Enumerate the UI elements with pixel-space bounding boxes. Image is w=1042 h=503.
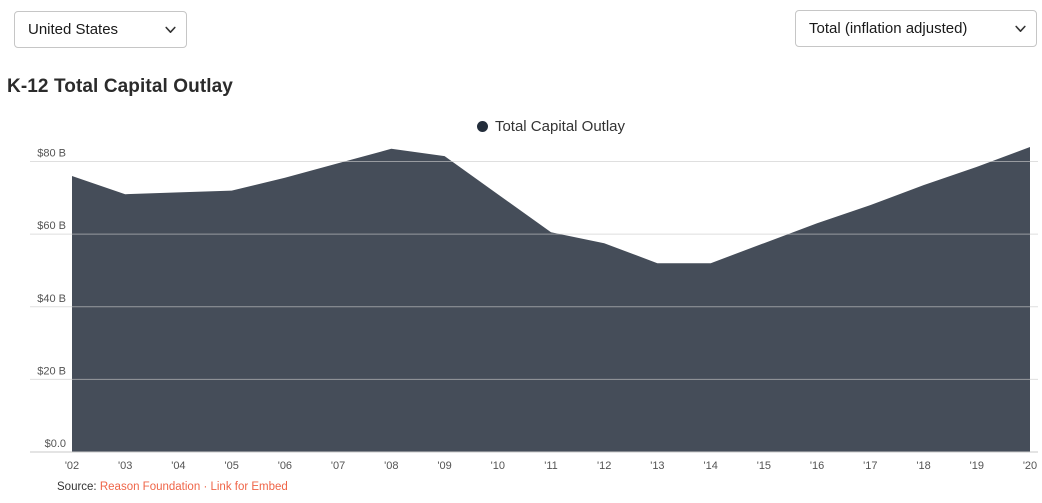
x-tick-label: '09	[437, 460, 451, 472]
x-tick-label: '12	[597, 460, 611, 472]
x-tick-label: '07	[331, 460, 345, 472]
x-tick-label: '05	[225, 460, 239, 472]
x-tick-label: '17	[863, 460, 877, 472]
source-separator: ·	[203, 481, 208, 493]
page-title: K-12 Total Capital Outlay	[7, 76, 233, 97]
x-tick-label: '04	[171, 460, 185, 472]
y-tick-label: $80 B	[37, 148, 66, 160]
metric-select-wrap: Total (inflation adjusted)	[795, 10, 1037, 47]
chart-legend: Total Capital Outlay	[72, 116, 1030, 137]
region-select-wrap: United States	[14, 11, 187, 48]
x-tick-label: '02	[65, 460, 79, 472]
x-tick-label: '03	[118, 460, 132, 472]
metric-select[interactable]: Total (inflation adjusted)	[795, 10, 1037, 47]
legend-label: Total Capital Outlay	[494, 118, 626, 135]
circle-icon	[476, 121, 488, 132]
x-tick-label: '20	[1023, 460, 1037, 472]
x-tick-label: '19	[970, 460, 984, 472]
x-tick-label: '06	[278, 460, 292, 472]
region-select[interactable]: United States	[14, 11, 187, 48]
x-tick-label: '14	[704, 460, 718, 472]
x-tick-label: '11	[544, 460, 558, 472]
x-tick-label: '16	[810, 460, 824, 472]
source-line: Source: Reason Foundation · Link for Emb…	[57, 481, 288, 493]
y-tick-label: $0.0	[45, 438, 66, 450]
x-tick-label: '08	[384, 460, 398, 472]
y-tick-label: $40 B	[37, 293, 66, 305]
embed-link[interactable]: Link for Embed	[210, 481, 288, 493]
area-series	[72, 147, 1030, 452]
x-tick-label: '18	[916, 460, 930, 472]
area-chart: $0.0 $20 B $40 B $60 B $80 B '02 '03 '04 '05 '06 '…	[30, 147, 1038, 472]
y-tick-label: $20 B	[37, 365, 66, 377]
x-tick-label: '15	[757, 460, 771, 472]
x-tick-label: '13	[650, 460, 664, 472]
x-tick-label: '10	[491, 460, 505, 472]
source-prefix: Source:	[57, 481, 97, 493]
source-link[interactable]: Reason Foundation	[99, 481, 201, 493]
y-tick-label: $60 B	[37, 220, 66, 232]
